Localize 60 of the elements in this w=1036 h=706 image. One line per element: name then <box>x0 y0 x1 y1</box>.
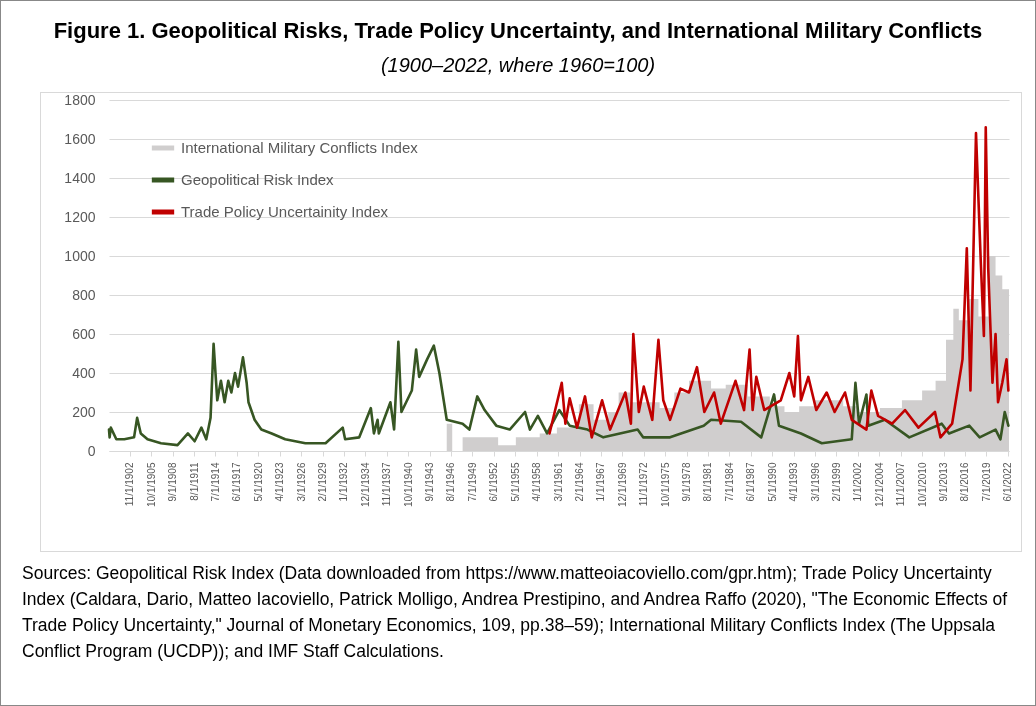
x-tick-label: 8/1/1946 <box>445 462 457 502</box>
x-tick-label: 1/1/1932 <box>338 462 350 502</box>
x-tick-label: 2/1/1964 <box>574 462 585 502</box>
y-tick-label: 0 <box>87 442 96 459</box>
x-tick-label: 11/1/1972 <box>638 462 650 507</box>
legend-label: International Military Conflicts Index <box>181 139 419 156</box>
x-tick-label: 6/1/1987 <box>745 462 757 502</box>
y-tick-label: 1200 <box>64 208 96 225</box>
x-tick-label: 6/1/1917 <box>231 462 243 502</box>
x-tick-label: 4/1/1923 <box>274 462 286 502</box>
x-tick-label: 7/1/1949 <box>466 462 478 502</box>
x-tick-label: 1/1/1967 <box>595 462 607 502</box>
y-tick-label: 800 <box>72 286 96 303</box>
y-tick-label: 1400 <box>64 169 96 186</box>
x-tick-label: 6/1/2022 <box>1002 462 1014 502</box>
x-tick-label: 4/1/1993 <box>788 462 800 502</box>
x-tick-label: 3/1/1996 <box>809 462 821 502</box>
x-tick-label: 1/1/2002 <box>852 462 864 502</box>
x-tick-label: 5/1/1990 <box>766 462 778 502</box>
x-tick-label: 2/1/1999 <box>830 462 842 502</box>
line-series <box>107 340 1010 447</box>
y-tick-label: 200 <box>72 403 96 420</box>
x-tick-label: 10/1/1905 <box>145 462 157 507</box>
y-tick-label: 1000 <box>64 247 96 264</box>
x-tick-label: 3/1/1926 <box>295 462 307 502</box>
chart-title: Figure 1. Geopolitical Risks, Trade Policy Uncertainty, and International Military Conflicts <box>53 18 983 43</box>
x-tick-label: 8/1/2016 <box>959 462 971 502</box>
x-tick-label: 5/1/1920 <box>252 462 264 502</box>
legend-label: Trade Policy Uncertainity Index <box>181 203 389 220</box>
y-tick-label: 1600 <box>64 130 96 147</box>
source-note: Sources: Geopolitical Risk Index (Data downloaded from https://www.matteoiacoviello.com/gpr.htm); Trade Policy Uncertainty Index (Caldara, Dario, Matteo Iacoviello, Patrick Molligo, Andrea Prestipino, and Andrea Raffo (2020), "The Economic Effects of Trade Policy Uncertainty," Journal of Monetary Economics, 109, pp.38–59); International Military Conflicts Index (The Uppsala Conflict Program (UCDP)); and IMF Staff Calculations. <box>22 562 1009 663</box>
x-tick-label: 12/1/1934 <box>359 462 371 507</box>
x-tick-label: 11/1/2007 <box>895 462 907 507</box>
x-tick-label: 7/1/1984 <box>723 462 735 502</box>
x-tick-label: 12/1/2004 <box>873 462 885 507</box>
x-tick-label: 11/1/1937 <box>381 462 393 507</box>
x-tick-label: 8/1/1981 <box>702 462 714 502</box>
x-tick-label: 7/1/2019 <box>980 462 992 502</box>
x-tick-label: 4/1/1958 <box>531 462 543 502</box>
x-tick-label: 12/1/1969 <box>616 462 628 507</box>
legend-label: Geopolitical Risk Index <box>181 171 335 188</box>
x-tick-label: 2/1/1929 <box>317 462 329 502</box>
x-tick-label: 5/1/1955 <box>509 462 521 502</box>
x-tick-label: 10/1/2010 <box>916 462 928 507</box>
x-tick-label: 11/1/1902 <box>124 462 136 507</box>
x-tick-label: 10/1/1975 <box>659 462 671 507</box>
chart-subtitle: (1900–2022, where 1960=100) <box>380 54 656 76</box>
x-tick-label: 10/1/1940 <box>402 462 414 507</box>
x-tick-label: 7/1/1914 <box>209 462 221 502</box>
y-tick-label: 600 <box>72 325 96 342</box>
x-tick-label: 9/1/1943 <box>424 462 436 502</box>
x-tick-label: 9/1/2013 <box>938 462 950 502</box>
x-tick-label: 8/1/1911 <box>188 462 200 501</box>
x-tick-label: 6/1/1952 <box>488 462 500 502</box>
y-tick-label: 400 <box>72 364 96 381</box>
x-tick-label: 9/1/1978 <box>681 462 693 502</box>
x-tick-label: 3/1/1961 <box>552 462 564 502</box>
y-tick-label: 1800 <box>64 91 96 108</box>
line-series <box>548 126 1010 439</box>
x-tick-label: 9/1/1908 <box>167 462 179 502</box>
